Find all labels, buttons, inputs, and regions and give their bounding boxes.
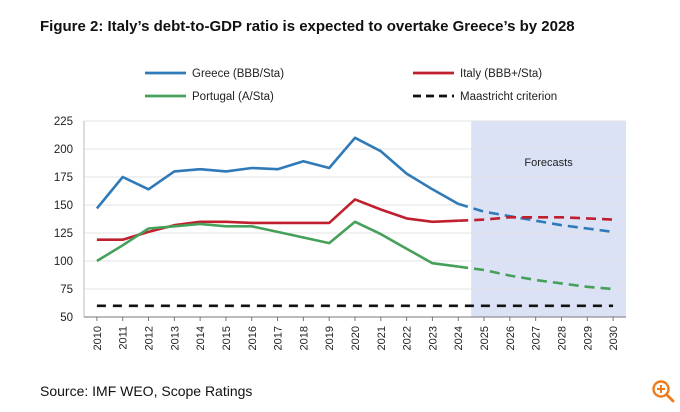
forecast-label: Forecasts — [524, 157, 573, 169]
series-line-portugal-a-sta — [96, 220, 459, 268]
legend-item: Maastricht criterion — [413, 91, 557, 103]
legend-label: Greece (BBB/Sta) — [192, 68, 284, 80]
y-tick-label: 225 — [54, 116, 73, 128]
x-tick-label: 2023 — [427, 326, 439, 350]
x-tick-label: 2016 — [247, 326, 259, 350]
legend-item: Italy (BBB+/Sta) — [413, 68, 542, 80]
series-line-italy-bbb-sta — [96, 198, 459, 241]
x-tick-label: 2024 — [453, 326, 465, 350]
x-tick-label: 2025 — [479, 326, 491, 350]
x-tick-label: 2014 — [195, 326, 207, 350]
x-tick-label: 2026 — [505, 326, 517, 350]
x-tick-label: 2011 — [118, 326, 130, 350]
y-tick-label: 125 — [54, 228, 73, 240]
y-tick-label: 75 — [60, 284, 73, 296]
zoom-in-icon[interactable] — [650, 378, 676, 404]
x-tick-label: 2018 — [298, 326, 310, 350]
x-tick-label: 2010 — [92, 326, 104, 350]
legend-label: Portugal (A/Sta) — [192, 91, 274, 103]
y-tick-label: 150 — [54, 200, 73, 212]
x-tick-label: 2020 — [350, 326, 362, 350]
x-tick-label: 2012 — [144, 326, 156, 350]
x-tick-label: 2013 — [169, 326, 181, 350]
x-tick-label: 2015 — [221, 326, 233, 350]
line-chart: Forecasts 50 75 100 125 150 175 200 225 2010 201… — [54, 68, 626, 350]
x-tick-label: 2030 — [608, 326, 620, 350]
series-forecast-line-portugal-a-sta — [458, 265, 614, 291]
legend-label: Italy (BBB+/Sta) — [460, 68, 542, 80]
series-line-greece-bbb-sta — [95, 136, 459, 210]
source-note: Source: IMF WEO, Scope Ratings — [40, 383, 253, 399]
y-tick-label: 100 — [54, 256, 73, 268]
figure-title: Figure 2: Italy’s debt-to-GDP ratio is e… — [40, 18, 575, 35]
legend-item: Greece (BBB/Sta) — [145, 68, 284, 80]
x-tick-label: 2019 — [324, 326, 336, 350]
series-forecast-line-greece-bbb-sta — [457, 202, 614, 234]
legend-item: Portugal (A/Sta) — [145, 91, 274, 103]
series-forecast-line-italy-bbb-sta — [458, 216, 614, 222]
x-tick-label: 2027 — [531, 326, 543, 350]
y-tick-label: 175 — [54, 172, 73, 184]
x-tick-label: 2017 — [273, 326, 285, 350]
y-tick-label: 200 — [54, 144, 73, 156]
x-tick-label: 2022 — [402, 326, 414, 350]
y-tick-label: 50 — [60, 312, 73, 324]
legend-label: Maastricht criterion — [460, 91, 557, 103]
x-tick-label: 2028 — [556, 326, 568, 350]
x-tick-label: 2029 — [582, 326, 594, 350]
x-tick-label: 2021 — [376, 326, 388, 350]
